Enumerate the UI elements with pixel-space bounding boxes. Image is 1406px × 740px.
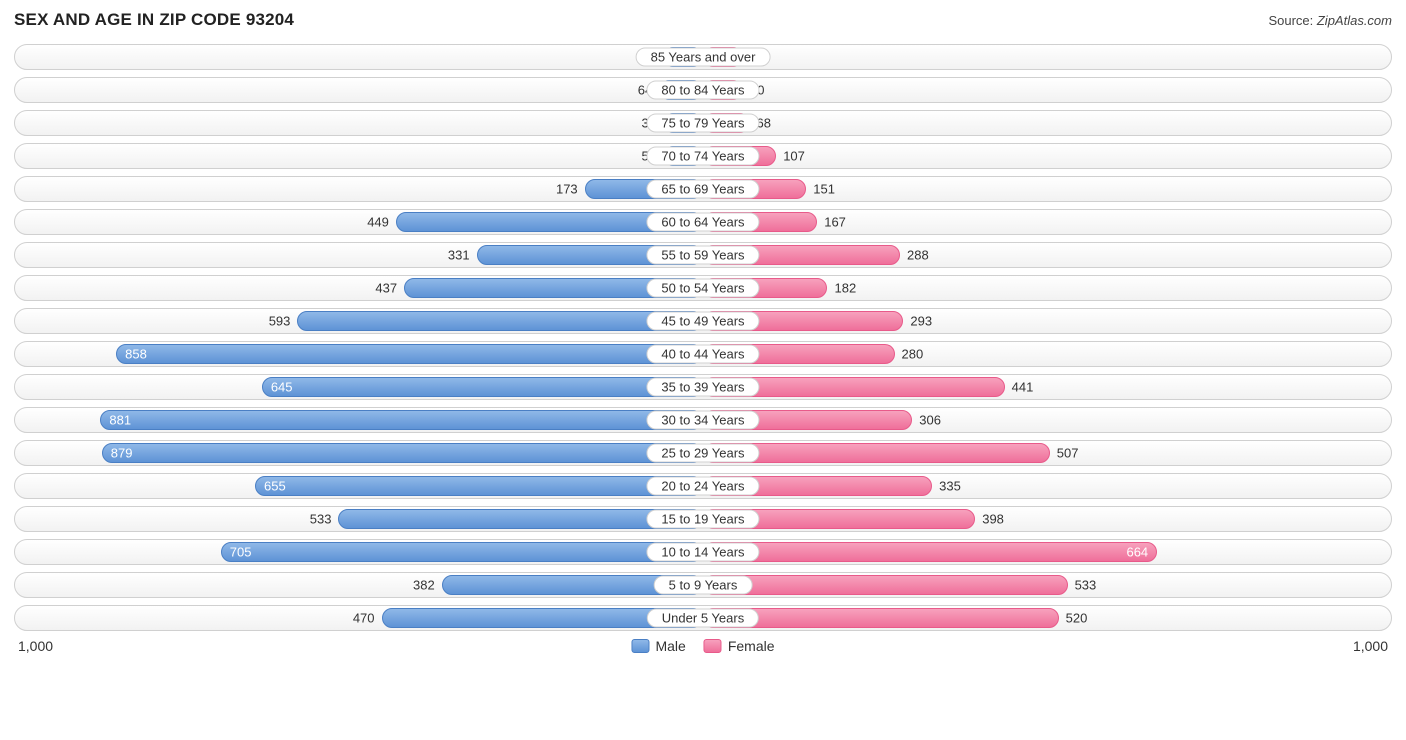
category-label: 75 to 79 Years (646, 114, 759, 133)
source-prefix: Source: (1268, 13, 1316, 28)
category-label: 5 to 9 Years (654, 576, 753, 595)
bar-male: 655 (255, 476, 703, 496)
category-label: 15 to 19 Years (646, 510, 759, 529)
category-label: 60 to 64 Years (646, 213, 759, 232)
legend-label-male: Male (655, 638, 685, 654)
value-male: 449 (367, 215, 397, 230)
value-female: 306 (911, 413, 941, 428)
chart-row: 533 398 15 to 19 Years (14, 506, 1392, 532)
value-male: 705 (230, 545, 252, 560)
chart-footer: 1,000 Male Female 1,000 (14, 638, 1392, 660)
bar-female: 664 (703, 542, 1157, 562)
value-female: 293 (902, 314, 932, 329)
legend-item-male: Male (631, 638, 685, 654)
value-male: 173 (556, 182, 586, 197)
chart-row: 705 664 10 to 14 Years (14, 539, 1392, 565)
page-title: SEX AND AGE IN ZIP CODE 93204 (14, 10, 294, 30)
bar-female: 533 (703, 575, 1068, 595)
value-male: 331 (448, 248, 478, 263)
chart-row: 366875 to 79 Years (14, 110, 1392, 136)
source-attribution: Source: ZipAtlas.com (1268, 13, 1392, 28)
value-male: 879 (111, 446, 133, 461)
category-label: 35 to 39 Years (646, 378, 759, 397)
chart-row: 858 280 40 to 44 Years (14, 341, 1392, 367)
category-label: 65 to 69 Years (646, 180, 759, 199)
category-label: 80 to 84 Years (646, 81, 759, 100)
swatch-female-icon (704, 639, 722, 653)
value-male: 645 (271, 380, 293, 395)
value-female: 288 (899, 248, 929, 263)
swatch-male-icon (631, 639, 649, 653)
chart-row: 645 441 35 to 39 Years (14, 374, 1392, 400)
chart-row: 12085 Years and over (14, 44, 1392, 70)
value-male: 881 (109, 413, 131, 428)
axis-left-label: 1,000 (14, 638, 53, 654)
chart-row: 655 335 20 to 24 Years (14, 473, 1392, 499)
category-label: 10 to 14 Years (646, 543, 759, 562)
population-pyramid-chart: 12085 Years and over 643080 to 84 Years 36… (14, 44, 1392, 631)
chart-row: 470 520 Under 5 Years (14, 605, 1392, 631)
category-label: 30 to 34 Years (646, 411, 759, 430)
value-female: 533 (1067, 578, 1097, 593)
bar-male: 879 (102, 443, 703, 463)
chart-row: 449 167 60 to 64 Years (14, 209, 1392, 235)
value-female: 398 (974, 512, 1004, 527)
category-label: 40 to 44 Years (646, 345, 759, 364)
chart-row: 593 293 45 to 49 Years (14, 308, 1392, 334)
value-male: 470 (353, 611, 383, 626)
value-male: 382 (413, 578, 443, 593)
category-label: 20 to 24 Years (646, 477, 759, 496)
value-female: 664 (1126, 545, 1148, 560)
value-female: 280 (894, 347, 924, 362)
value-male: 533 (310, 512, 340, 527)
category-label: 55 to 59 Years (646, 246, 759, 265)
value-male: 858 (125, 347, 147, 362)
source-site: ZipAtlas.com (1317, 13, 1392, 28)
value-female: 335 (931, 479, 961, 494)
category-label: Under 5 Years (647, 609, 759, 628)
category-label: 70 to 74 Years (646, 147, 759, 166)
bar-male: 645 (262, 377, 703, 397)
chart-row: 5010770 to 74 Years (14, 143, 1392, 169)
legend-label-female: Female (728, 638, 775, 654)
bar-male: 705 (221, 542, 703, 562)
chart-row: 643080 to 84 Years (14, 77, 1392, 103)
category-label: 50 to 54 Years (646, 279, 759, 298)
value-female: 507 (1049, 446, 1079, 461)
value-male: 593 (269, 314, 299, 329)
chart-row: 331 288 55 to 59 Years (14, 242, 1392, 268)
category-label: 25 to 29 Years (646, 444, 759, 463)
category-label: 45 to 49 Years (646, 312, 759, 331)
value-male: 437 (375, 281, 405, 296)
chart-row: 881 306 30 to 34 Years (14, 407, 1392, 433)
header: SEX AND AGE IN ZIP CODE 93204 Source: Zi… (14, 10, 1392, 30)
value-female: 520 (1058, 611, 1088, 626)
value-female: 182 (826, 281, 856, 296)
bar-male: 858 (116, 344, 703, 364)
value-female: 107 (775, 149, 805, 164)
chart-row: 3825335 to 9 Years (14, 572, 1392, 598)
value-female: 151 (805, 182, 835, 197)
value-female: 167 (816, 215, 846, 230)
category-label: 85 Years and over (636, 48, 771, 67)
legend: Male Female (631, 638, 774, 654)
legend-item-female: Female (704, 638, 775, 654)
chart-row: 879 507 25 to 29 Years (14, 440, 1392, 466)
bar-male: 881 (100, 410, 703, 430)
axis-right-label: 1,000 (1353, 638, 1392, 654)
chart-row: 437 182 50 to 54 Years (14, 275, 1392, 301)
value-male: 655 (264, 479, 286, 494)
value-female: 441 (1004, 380, 1034, 395)
chart-row: 173 151 65 to 69 Years (14, 176, 1392, 202)
bar-male: 593 (297, 311, 703, 331)
